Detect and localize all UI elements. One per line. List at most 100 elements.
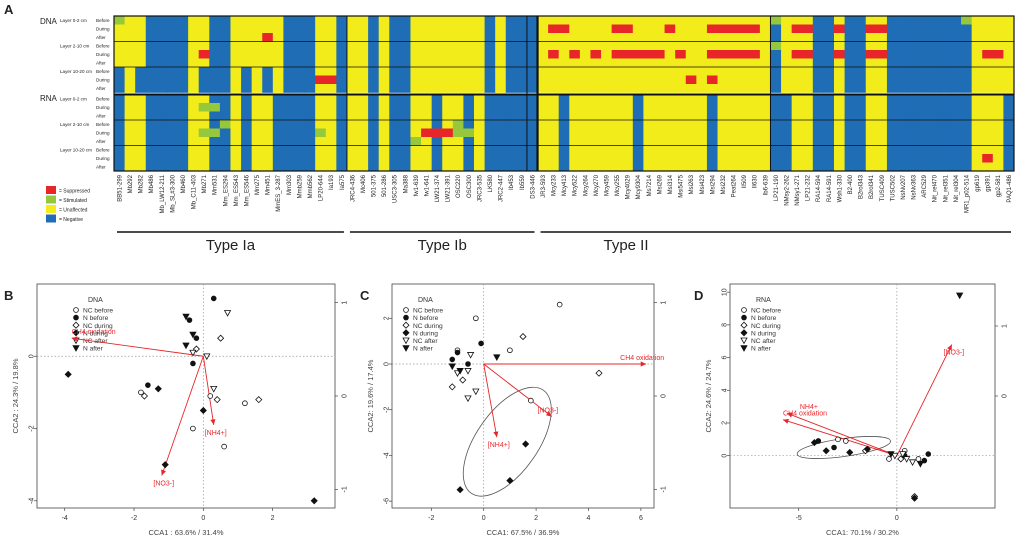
heatmap-cell	[929, 50, 941, 59]
heatmap-cell	[643, 94, 655, 104]
heatmap-cell	[1003, 33, 1015, 42]
heatmap-cell	[262, 162, 274, 172]
legend-entry: N before	[413, 315, 439, 322]
heatmap-cell	[781, 16, 793, 25]
heatmap-cell	[992, 128, 1004, 138]
heatmap-cell	[166, 33, 178, 42]
heatmap-cell	[135, 111, 147, 121]
heatmap-cell	[156, 24, 168, 34]
heatmap-cell	[749, 145, 761, 155]
heatmap-cell	[357, 120, 369, 129]
heatmap-cell	[1003, 24, 1015, 34]
heatmap-cell	[198, 94, 210, 104]
heatmap-cell	[357, 162, 369, 172]
heatmap-cell	[897, 84, 909, 93]
heatmap-cell	[262, 120, 274, 129]
confidence-ellipse	[796, 436, 891, 459]
heatmap-cell	[728, 58, 740, 68]
y-tick-label: -2	[29, 425, 36, 431]
heatmap-cell	[823, 24, 835, 34]
heatmap-cell	[908, 58, 920, 68]
heatmap-cell	[865, 162, 877, 172]
data-point	[402, 337, 410, 345]
row-phase-label: During	[96, 52, 110, 57]
heatmap-cell	[145, 67, 157, 76]
heatmap-cell	[770, 75, 782, 85]
heatmap-cell	[558, 16, 570, 25]
heatmap-cell	[823, 154, 835, 163]
heatmap-cell	[325, 50, 337, 59]
heatmap-cell	[315, 75, 327, 85]
heatmap-cell	[664, 50, 676, 59]
heatmap-cell	[802, 145, 814, 155]
heatmap-cell	[474, 33, 485, 42]
data-point	[507, 347, 513, 354]
heatmap-cell	[654, 41, 665, 51]
heatmap-cell	[717, 33, 729, 42]
heatmap-cell	[399, 41, 411, 51]
heatmap-cell	[474, 16, 485, 25]
column-label: JRC4-436	[350, 174, 356, 202]
vector-arrowhead	[640, 361, 647, 367]
data-point	[740, 329, 748, 337]
heatmap-cell	[177, 41, 189, 51]
heatmap-cell	[802, 128, 814, 138]
heatmap-cell	[442, 16, 454, 25]
heatmap-cell	[230, 103, 242, 112]
heatmap-cell	[230, 58, 242, 68]
heatmap-cell	[654, 67, 665, 76]
heatmap-cell	[241, 154, 253, 163]
heatmap-cell	[802, 50, 814, 59]
heatmap-cell	[516, 84, 528, 93]
heatmap-cell	[654, 16, 665, 25]
heatmap-cell	[378, 41, 390, 51]
heatmap-cell	[399, 58, 411, 68]
column-label: PAQ1-486	[1007, 174, 1013, 202]
column-label: Mm_ES294	[223, 174, 229, 206]
heatmap-cell	[114, 16, 125, 25]
heatmap-cell	[442, 154, 454, 163]
heatmap-cell	[410, 75, 422, 85]
column-label: Mb292	[128, 174, 134, 193]
column-label: II509	[742, 174, 748, 188]
heatmap-cell	[537, 154, 549, 163]
heatmap-cell	[166, 162, 178, 172]
heatmap-cell	[886, 84, 898, 93]
heatmap-cell	[622, 58, 634, 68]
heatmap-cell	[548, 94, 560, 104]
heatmap-cell	[452, 24, 464, 34]
heatmap-cell	[802, 103, 814, 112]
panel-label-d: D	[694, 288, 703, 303]
heatmap-cell	[378, 162, 390, 172]
heatmap-cell	[219, 103, 231, 112]
heatmap-cell	[696, 145, 708, 155]
heatmap-cell	[145, 120, 157, 129]
heatmap-cell	[685, 58, 697, 68]
heatmap-cell	[1003, 154, 1015, 163]
heatmap-cell	[177, 154, 189, 163]
heatmap-cell	[516, 58, 528, 68]
column-label: Msi294	[710, 174, 716, 194]
heatmap-cell	[505, 67, 517, 76]
heatmap-cell	[410, 94, 422, 104]
heatmap-cell	[876, 58, 888, 68]
heatmap-cell	[241, 94, 253, 104]
heatmap-cell	[410, 58, 422, 68]
heatmap-cell	[230, 24, 242, 34]
heatmap-cell	[844, 137, 856, 146]
heatmap-cell	[410, 111, 422, 121]
heatmap-cell	[315, 137, 327, 146]
heatmap-cell	[632, 145, 644, 155]
heatmap-cell	[442, 111, 454, 121]
heatmap-cell	[844, 84, 856, 93]
heatmap-cell	[283, 16, 295, 25]
heatmap-cell	[230, 75, 242, 85]
heatmap-cell	[442, 145, 454, 155]
group-label: Type Ia	[206, 237, 256, 254]
heatmap-cell	[294, 24, 305, 34]
heatmap-cell	[876, 16, 888, 25]
heatmap-cell	[537, 120, 549, 129]
heatmap-cell	[643, 58, 655, 68]
heatmap-cell	[262, 103, 274, 112]
heatmap-cell	[548, 128, 560, 138]
